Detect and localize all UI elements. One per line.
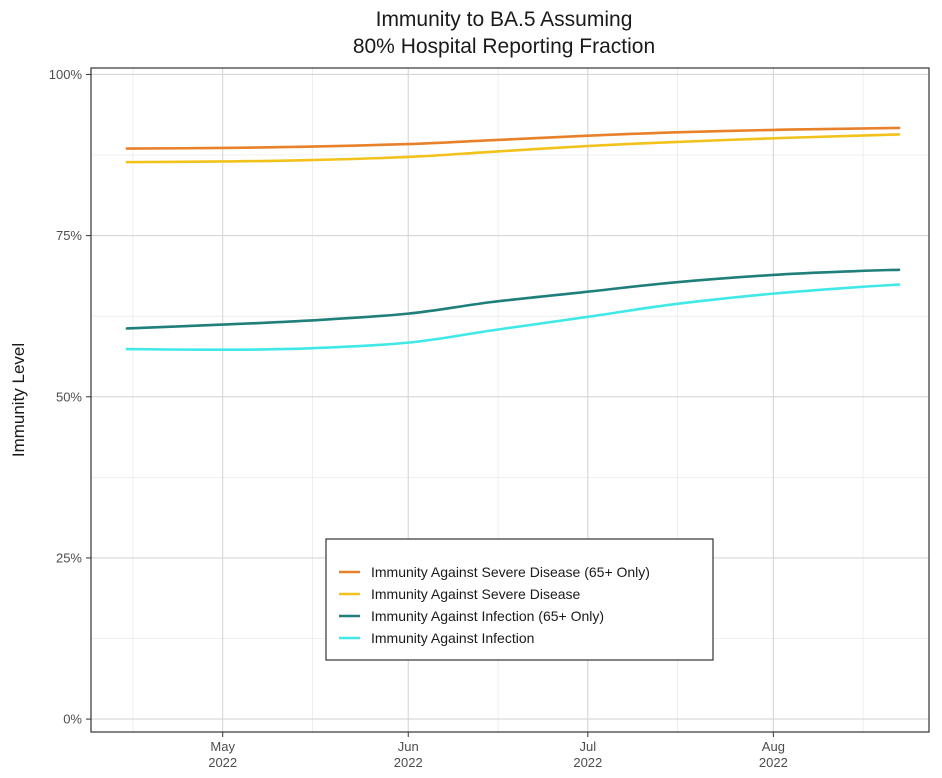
series-line-2 xyxy=(125,133,901,164)
x-tick-label-year: 2022 xyxy=(394,755,423,770)
y-tick-label: 0% xyxy=(63,712,82,727)
series-line-4 xyxy=(125,283,901,352)
legend-label-3: Immunity Against Infection (65+ Only) xyxy=(371,608,604,624)
series-line-3 xyxy=(125,268,901,330)
legend: Immunity Against Severe Disease (65+ Onl… xyxy=(325,538,714,661)
legend-label-1: Immunity Against Severe Disease (65+ Onl… xyxy=(371,564,650,580)
series-lines xyxy=(125,126,901,352)
chart-title-line-2: 80% Hospital Reporting Fraction xyxy=(353,35,655,58)
legend-items: Immunity Against Severe Disease (65+ Onl… xyxy=(339,564,650,646)
plot-panel-border xyxy=(90,67,930,733)
y-axis-ticks: 0% 25% 50% 75% 100% xyxy=(49,67,91,727)
legend-label-2: Immunity Against Severe Disease xyxy=(371,586,581,602)
x-tick-label-year: 2022 xyxy=(208,755,237,770)
x-tick-label-month: May xyxy=(210,739,235,754)
legend-box xyxy=(325,538,714,661)
y-axis-label: Immunity Level xyxy=(9,343,28,457)
y-tick-label: 50% xyxy=(56,389,82,404)
x-tick-label-month: Jul xyxy=(580,739,597,754)
y-tick-label: 25% xyxy=(56,550,82,565)
x-tick-label-year: 2022 xyxy=(573,755,602,770)
series-line-1 xyxy=(125,126,901,150)
legend-label-4: Immunity Against Infection xyxy=(371,630,534,646)
x-tick-label-month: Jun xyxy=(398,739,419,754)
y-tick-label: 100% xyxy=(49,67,83,82)
y-tick-label: 75% xyxy=(56,228,82,243)
x-tick-label-month: Aug xyxy=(762,739,785,754)
x-tick-label-year: 2022 xyxy=(759,755,788,770)
chart-title-line-1: Immunity to BA.5 Assuming xyxy=(376,8,633,31)
